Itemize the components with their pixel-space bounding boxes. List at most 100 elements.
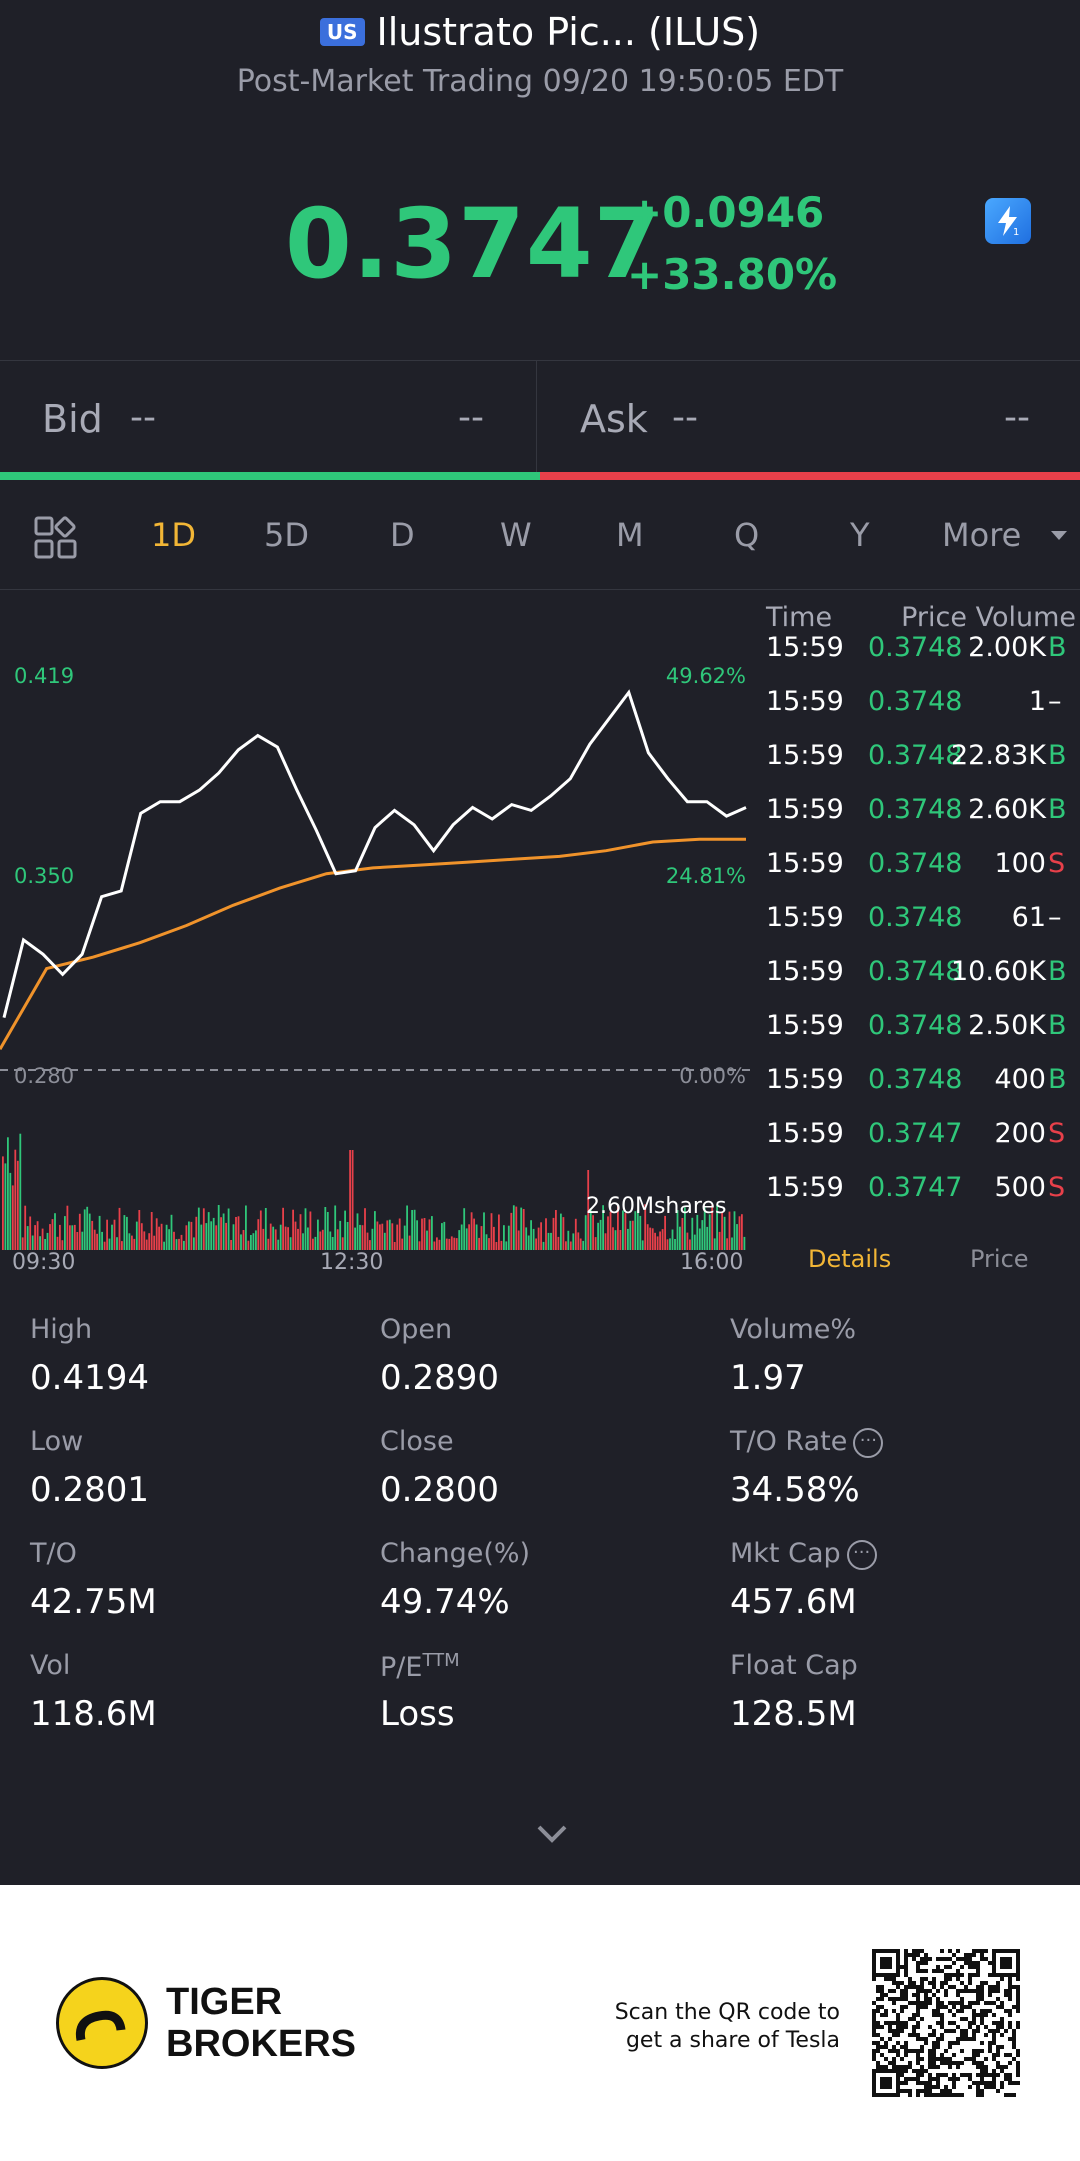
volume-bar [728,1211,731,1250]
tab-quarter[interactable]: Q [734,516,760,554]
bid-section: Bid -- -- [0,361,537,473]
stat-chgpct-value: 49.74% [380,1582,510,1622]
volume-bar [59,1224,61,1250]
tab-1d[interactable]: 1D [151,516,196,554]
ask-label: Ask [580,397,648,441]
volume-bar [113,1219,116,1250]
volume-bar [269,1223,272,1250]
volume-bar [686,1232,689,1250]
stat-open-label: Open [380,1314,453,1345]
volume-bar [267,1238,270,1250]
volume-bar [200,1224,203,1250]
volume-bar [708,1214,711,1250]
stat-open-value: 0.2890 [380,1358,499,1398]
volume-bar [287,1227,289,1250]
volume-bar [51,1219,54,1250]
stock-title[interactable]: Ilustrato Pic... (ILUS) [376,10,761,54]
volume-bar [505,1241,508,1250]
volume-bar [366,1232,369,1250]
volume-bar [351,1150,354,1250]
volume-bar [503,1225,505,1250]
flash-icon[interactable]: 1 [985,198,1031,244]
volume-bar [126,1216,128,1250]
info-icon[interactable]: ··· [846,1539,877,1570]
volume-bar [376,1221,379,1250]
volume-bar [88,1213,91,1250]
volume-bar [718,1231,721,1250]
more-dropdown-icon[interactable] [1050,530,1068,542]
volume-bar [473,1218,475,1250]
volume-bar [317,1219,319,1250]
volume-bar [7,1137,9,1250]
volume-bar [96,1233,98,1250]
volume-bar [594,1237,597,1250]
grid-icon[interactable] [34,516,78,560]
volume-bar [421,1218,423,1250]
volume-bar [574,1218,577,1250]
volume-bar [324,1207,327,1250]
tab-year[interactable]: Y [850,516,870,554]
volume-bar [289,1237,292,1250]
volume-bar [155,1218,158,1250]
volume-bar [83,1209,86,1250]
volume-bar [664,1215,666,1250]
trade-row: 15:59 0.3748 10.60K B [752,956,1080,1010]
volume-bar [478,1237,480,1250]
chevron-down-icon[interactable] [536,1822,568,1846]
volume-bar [190,1221,193,1250]
volume-bar [103,1241,106,1250]
bid-ratio-bar [0,472,540,480]
volume-bar [354,1227,356,1250]
volume-bar [369,1240,371,1250]
tab-month[interactable]: M [616,516,644,554]
tab-day[interactable]: D [390,516,415,554]
trading-status: Post-Market Trading 09/20 19:50:05 EDT [236,64,844,99]
stat-floatcap-value: 128.5M [730,1694,857,1734]
volume-bar [413,1209,416,1250]
volume-bar [679,1226,681,1250]
volume-bar [235,1217,237,1250]
volume-bar [565,1241,567,1250]
market-badge: US [319,18,365,46]
volume-bar [225,1222,227,1250]
volume-bar [319,1231,322,1250]
tab-more[interactable]: More [942,516,1022,554]
volume-bar [334,1205,337,1250]
volume-bar [356,1213,359,1250]
volume-bar [284,1226,287,1250]
volume-bar [101,1231,103,1250]
tab-price[interactable]: Price [970,1245,1029,1273]
trades-price-volume-header: Price Volume [901,602,1076,633]
tab-week[interactable]: W [500,516,532,554]
volume-bar [500,1240,503,1250]
tab-details[interactable]: Details [808,1245,892,1273]
volume-bar [691,1217,694,1250]
tab-5d[interactable]: 5D [264,516,309,554]
trade-row: 15:59 0.3747 500 S [752,1172,1080,1226]
trade-volume: 400 [994,1064,1046,1095]
volume-bar [299,1214,302,1250]
volume-bar [121,1241,123,1250]
volume-bar [689,1239,691,1250]
price-mid-label: 0.350 [14,864,75,888]
volume-bar [220,1217,222,1250]
trade-side: B [1048,794,1067,825]
volume-bar [207,1212,210,1250]
volume-bar [388,1219,391,1250]
volume-bar [279,1224,282,1250]
volume-bar [4,1163,7,1250]
ask-ratio-bar [540,472,1080,480]
trade-volume: 200 [994,1118,1046,1149]
volume-bar [242,1230,245,1250]
volume-bar [535,1238,537,1250]
volume-bar [510,1212,513,1250]
intraday-chart[interactable]: 0.419 0.350 0.280 49.62% 24.81% 0.00% 2.… [0,590,752,1280]
volume-bar [195,1216,198,1250]
time-and-sales[interactable]: Time Price Volume 15:59 0.3748 2.00K B 15:59… [752,590,1080,1290]
volume-bar [14,1149,17,1250]
trade-row: 15:59 0.3748 1– [752,686,1080,740]
info-icon[interactable]: ··· [853,1427,884,1458]
volume-bar [607,1216,609,1250]
time-label-mid: 12:30 [320,1250,384,1275]
volume-bar [411,1210,413,1250]
